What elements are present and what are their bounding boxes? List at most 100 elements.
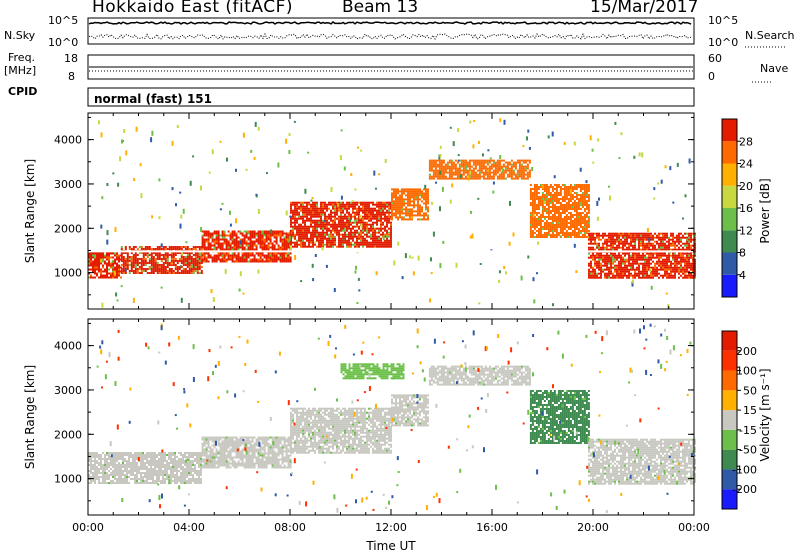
echo-cell [342,215,344,218]
echo-cell [188,266,191,268]
echo-cell [94,258,96,261]
echo-cell [537,206,540,208]
echo-cell [348,243,350,246]
echo-cell [294,237,296,240]
echo-cell [316,205,318,208]
echo-cell [531,222,534,224]
echo-cell [340,203,342,206]
echo-cell [298,207,300,210]
echo-cell [334,221,336,224]
echo-cell [610,238,612,241]
echo-cell [283,252,286,255]
echo-cell [304,223,306,226]
echo-cell [545,202,548,204]
echo-cell [211,234,214,237]
echo-cell [674,274,676,277]
echo-cell [592,256,594,259]
echo-cell [308,227,310,230]
echo-cell [251,236,254,239]
echo-cell [194,260,197,262]
echo-cell [310,239,312,242]
echo-cell [450,161,453,164]
echo-cell [138,262,141,264]
echo-cell [419,198,421,201]
echo-cell [358,213,360,216]
echo-cell [537,224,540,226]
echo-cell [468,159,471,162]
echo-cell [590,242,592,245]
speckle [115,292,118,297]
echo-cell [388,217,390,220]
echo-cell [510,165,513,168]
echo-cell [579,224,582,226]
echo-cell [90,262,92,265]
echo-cell [409,190,411,193]
echo-cell [106,266,108,269]
echo-cell [450,165,453,168]
echo-cell [263,234,266,237]
echo-cell [128,272,131,274]
echo-cell [518,173,521,176]
speckle [609,195,611,201]
echo-cell [134,270,137,272]
echo-cell [632,268,634,271]
echo-cell [372,213,374,216]
echo-cell [94,276,96,279]
echo-cell [567,216,570,218]
echo-cell [263,260,266,263]
echo-cell [480,163,483,166]
echo-cell [283,246,286,249]
echo-cell [642,234,644,237]
echo-cell [644,270,646,273]
echo-cell [152,262,155,264]
echo-cell [557,232,560,234]
speckle [310,199,313,202]
speckle [439,263,442,269]
echo-cell [644,248,646,251]
echo-cell [583,226,586,228]
echo-cell [235,244,238,247]
echo-cell [338,217,340,220]
echo-cell [393,192,395,195]
echo-cell [162,270,165,272]
echo-cell [326,221,328,224]
echo-cell [399,210,401,213]
echo-cell [290,211,292,214]
speckle [121,139,123,144]
echo-cell [557,202,560,204]
echo-cell [287,256,290,259]
echo-cell [225,234,228,237]
echo-cell [336,205,338,208]
echo-cell [259,242,262,245]
echo-cell [565,222,568,224]
echo-cell [96,460,98,462]
echo-cell [563,236,566,238]
echo-cell [356,209,358,212]
echo-cell [535,194,538,196]
echo-cell [316,215,318,218]
echo-cell [590,254,592,257]
echo-cell [225,238,228,241]
echo-cell [318,211,320,214]
echo-cell [638,236,640,239]
echo-cell [464,161,467,164]
echo-cell [302,201,304,204]
echo-cell [581,212,584,214]
echo-cell [628,270,630,273]
echo-cell [352,239,354,242]
echo-cell [569,188,572,190]
echo-cell [535,188,538,190]
echo-cell [332,219,334,222]
speckle [490,249,493,252]
echo-cell [265,258,268,261]
echo-cell [524,161,527,164]
echo-cell [239,256,242,259]
echo-cell [257,260,260,263]
echo-cell [561,206,564,208]
echo-cell [592,254,594,257]
echo-cell [646,238,648,241]
echo-cell [588,242,590,245]
echo-cell [656,274,658,277]
echo-cell [370,229,372,232]
echo-cell [440,175,443,178]
